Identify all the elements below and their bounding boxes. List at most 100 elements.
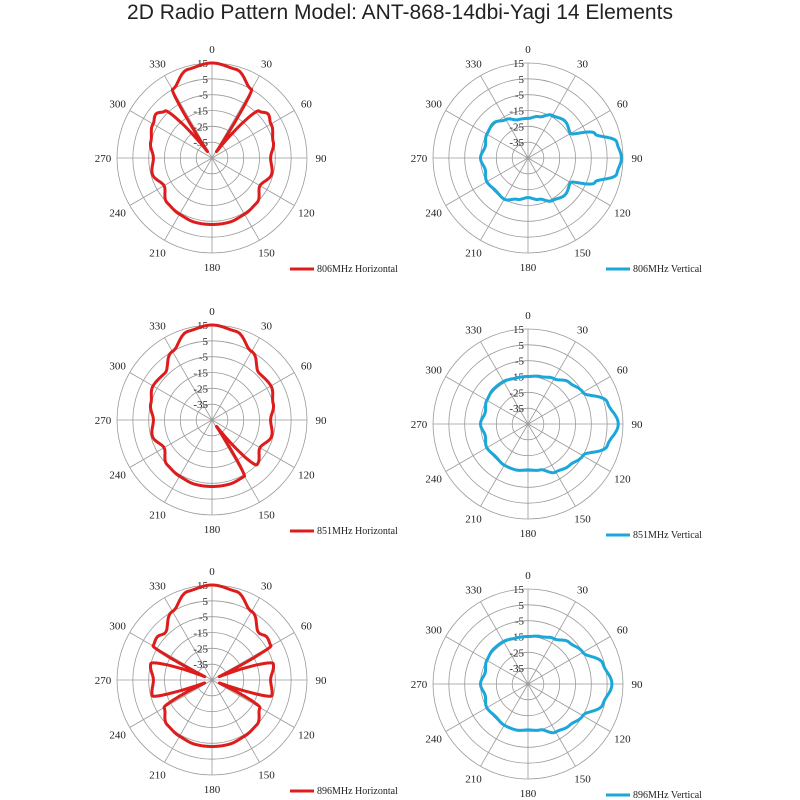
angle-tick-label: 210 (149, 509, 166, 521)
radial-tick-label: -15 (509, 106, 524, 118)
angle-tick-label: 60 (617, 99, 629, 111)
angle-tick-label: 90 (316, 675, 328, 687)
radial-tick-label: -15 (193, 106, 208, 118)
angle-tick-label: 0 (525, 570, 531, 582)
radial-tick-label: -35 (193, 659, 208, 671)
angle-tick-label: 300 (109, 99, 126, 111)
pattern-series-line (479, 374, 620, 475)
angle-tick-label: 150 (258, 769, 275, 781)
angle-tick-label: 270 (411, 153, 428, 165)
radial-tick-label: 5 (203, 336, 209, 348)
radial-tick-label: -5 (515, 356, 525, 368)
grid-spoke (129, 679, 213, 728)
grid-spoke (164, 679, 213, 763)
radial-tick-label: -35 (509, 137, 524, 149)
radial-tick-label: -15 (193, 368, 208, 380)
radial-tick-label: -25 (193, 383, 208, 395)
grid-spoke (211, 110, 295, 159)
angle-tick-label: 150 (574, 247, 591, 259)
radial-tick-label: -15 (193, 628, 208, 640)
radial-tick-label: -25 (193, 643, 208, 655)
angle-tick-label: 150 (574, 513, 591, 525)
legend-label: 806MHz Horizontal (317, 264, 398, 275)
radial-tick-label: -25 (193, 121, 208, 133)
radial-tick-label: -25 (509, 121, 524, 133)
angle-tick-label: 30 (577, 585, 589, 597)
angle-tick-label: 0 (209, 566, 215, 578)
grid-spoke (211, 372, 295, 421)
radial-tick-label: 15 (513, 584, 525, 596)
angle-tick-label: 330 (149, 321, 166, 333)
grid-spoke (527, 423, 611, 472)
radial-tick-label: 15 (513, 324, 525, 336)
pattern-series-line (479, 113, 623, 203)
grid-spoke (211, 679, 260, 763)
radial-tick-label: -5 (515, 616, 525, 628)
angle-tick-label: 120 (614, 734, 631, 746)
grid-spoke (129, 157, 213, 206)
angle-tick-label: 180 (204, 524, 221, 536)
angle-tick-label: 60 (617, 365, 629, 377)
angle-tick-label: 30 (261, 321, 273, 333)
radial-tick-label: 5 (203, 74, 209, 86)
angle-tick-label: 0 (525, 310, 531, 322)
radial-tick-label: -5 (199, 612, 209, 624)
grid-spoke (527, 376, 611, 425)
radial-tick-label: -5 (199, 352, 209, 364)
angle-tick-label: 240 (425, 734, 442, 746)
pattern-series-line (149, 583, 275, 748)
grid-spoke (480, 601, 529, 685)
angle-tick-label: 330 (465, 585, 482, 597)
pattern-series-line (479, 634, 614, 735)
angle-tick-label: 30 (261, 581, 273, 593)
grid-spoke (211, 157, 260, 241)
angle-tick-label: 90 (316, 415, 328, 427)
pattern-series-line (149, 323, 275, 488)
angle-tick-label: 30 (577, 59, 589, 71)
angle-tick-label: 0 (209, 44, 215, 56)
angle-tick-label: 240 (425, 474, 442, 486)
angle-tick-label: 210 (149, 769, 166, 781)
grid-spoke (480, 341, 529, 425)
grid-spoke (129, 110, 213, 159)
grid-spoke (527, 75, 576, 159)
page-title: 2D Radio Pattern Model: ANT-868-14dbi-Ya… (127, 1, 673, 24)
grid-spoke (480, 75, 529, 159)
angle-tick-label: 330 (149, 581, 166, 593)
angle-tick-label: 120 (298, 208, 315, 220)
angle-tick-label: 300 (425, 365, 442, 377)
angle-tick-label: 270 (411, 679, 428, 691)
radial-tick-label: 15 (513, 58, 525, 70)
radial-tick-label: -5 (515, 90, 525, 102)
angle-tick-label: 180 (520, 262, 537, 274)
angle-tick-label: 60 (301, 99, 313, 111)
pattern-series-line (149, 61, 275, 226)
grid-spoke (211, 337, 260, 421)
grid-spoke (527, 636, 611, 685)
angle-tick-label: 270 (95, 415, 112, 427)
grid-spoke (527, 683, 611, 732)
angle-tick-label: 0 (209, 306, 215, 318)
angle-tick-label: 300 (425, 99, 442, 111)
grid-spoke (527, 110, 611, 159)
angle-tick-label: 180 (520, 528, 537, 540)
angle-tick-label: 60 (617, 625, 629, 637)
grid-spoke (211, 157, 295, 206)
angle-tick-label: 60 (301, 621, 313, 633)
legend-label: 851MHz Vertical (633, 530, 702, 541)
angle-tick-label: 210 (465, 513, 482, 525)
angle-tick-label: 270 (95, 675, 112, 687)
radial-tick-label: -35 (509, 663, 524, 675)
angle-tick-label: 30 (261, 59, 273, 71)
angle-tick-label: 240 (109, 470, 126, 482)
radial-tick-label: -25 (509, 387, 524, 399)
polar-chart-806mhz-vertical: 0 30 60 90 120 150 180 210 240 270 300 330 15 5 -5 -15 -… (411, 44, 702, 275)
angle-tick-label: 270 (411, 419, 428, 431)
legend-label: 896MHz Horizontal (317, 786, 398, 797)
legend-label: 806MHz Vertical (633, 264, 702, 275)
grid-spoke (527, 157, 576, 241)
grid-spoke (129, 419, 213, 468)
